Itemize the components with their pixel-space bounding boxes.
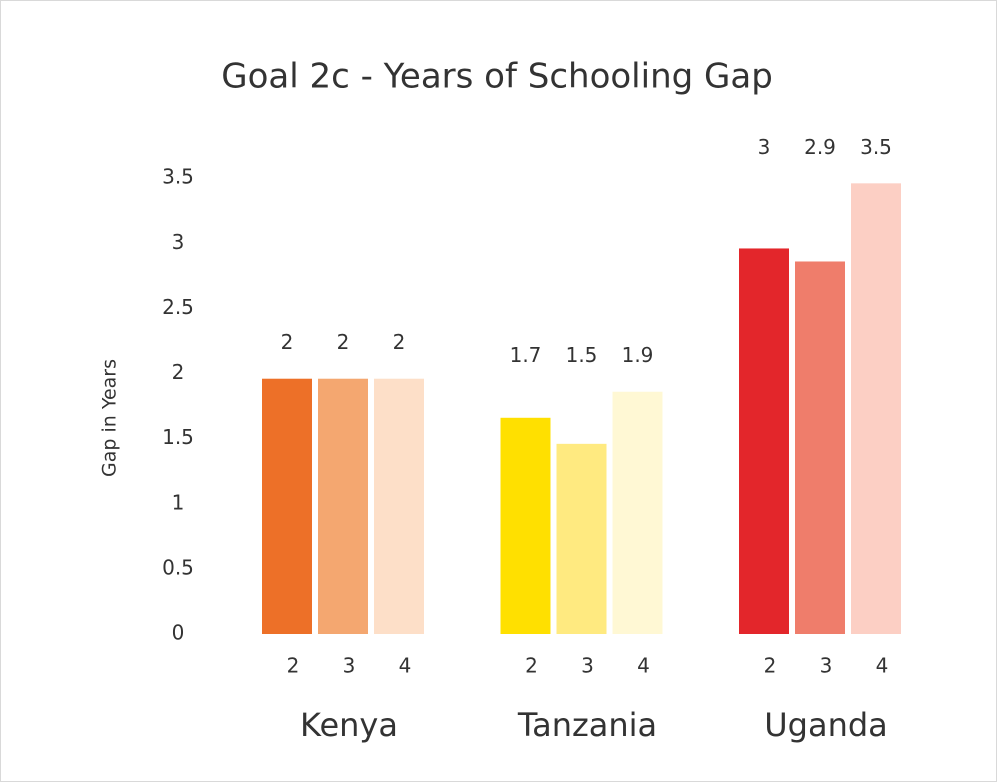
x-subcategory-label: 3 [820, 654, 833, 678]
value-label: 2 [393, 330, 406, 354]
x-subcategory-label: 4 [876, 654, 889, 678]
bar [556, 443, 607, 634]
value-label: 2.9 [804, 135, 836, 159]
value-label: 1.7 [510, 343, 542, 367]
chart-title: Goal 2c - Years of Schooling Gap [221, 57, 773, 97]
y-tick-label: 3.5 [162, 165, 194, 189]
x-subcategory-label: 2 [525, 654, 538, 678]
y-tick-label: 2.5 [162, 295, 194, 319]
x-subcategory-label: 2 [287, 654, 300, 678]
value-label: 1.9 [622, 343, 654, 367]
x-subcategory-label: 2 [764, 654, 777, 678]
x-category-label: Kenya [300, 706, 398, 744]
value-label: 2 [337, 330, 350, 354]
y-tick-label: 0 [172, 621, 185, 645]
y-tick-label: 1 [172, 490, 185, 514]
value-label: 3 [758, 135, 771, 159]
y-tick-label: 2 [172, 360, 185, 384]
x-category-label: Uganda [764, 706, 888, 744]
y-tick-label: 1.5 [162, 425, 194, 449]
bar [318, 378, 368, 634]
y-tick-label: 3 [172, 230, 185, 254]
bar [262, 378, 312, 634]
bar [795, 261, 845, 634]
x-category-label: Tanzania [517, 706, 657, 744]
value-label: 2 [281, 330, 294, 354]
y-tick-label: 0.5 [162, 555, 194, 579]
bar [500, 417, 551, 634]
bar [739, 248, 789, 634]
x-subcategory-label: 4 [637, 654, 650, 678]
x-subcategory-label: 3 [343, 654, 356, 678]
value-label: 3.5 [860, 135, 892, 159]
bar [612, 391, 663, 634]
x-subcategory-label: 4 [399, 654, 412, 678]
y-axis-label: Gap in Years [99, 359, 121, 477]
x-subcategory-label: 3 [581, 654, 594, 678]
bar [374, 378, 424, 634]
value-label: 1.5 [566, 343, 598, 367]
bar [851, 183, 901, 634]
